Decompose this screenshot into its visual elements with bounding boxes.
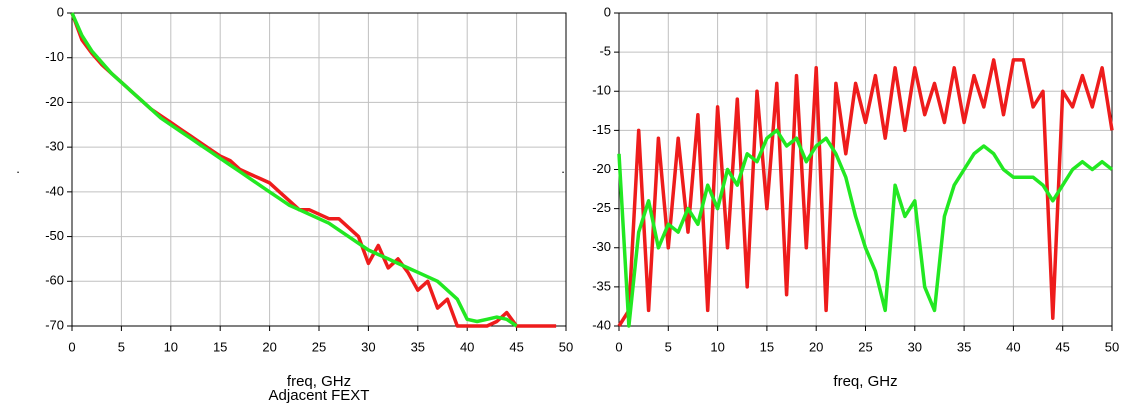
series-line bbox=[617, 128, 1114, 328]
x-tick-label: 35 bbox=[957, 339, 971, 354]
x-tick-label: 15 bbox=[213, 339, 227, 354]
y-tick-label: -20 bbox=[592, 161, 611, 176]
x-axis-label: freq, GHz bbox=[833, 373, 897, 390]
x-tick-label: 40 bbox=[460, 339, 474, 354]
y-tick-label: -30 bbox=[45, 139, 64, 154]
x-tick-label: 10 bbox=[710, 339, 724, 354]
x-tick-label: 10 bbox=[164, 339, 178, 354]
x-tick-label: 15 bbox=[760, 339, 774, 354]
x-axis-label: freq, GHz bbox=[287, 373, 351, 390]
y-tick-label: -10 bbox=[45, 49, 64, 64]
y-tick-label: -35 bbox=[592, 278, 611, 293]
x-tick-label: 40 bbox=[1006, 339, 1020, 354]
y-tick-label: -20 bbox=[45, 94, 64, 109]
x-tick-label: 35 bbox=[411, 339, 425, 354]
x-tick-label: 5 bbox=[118, 339, 125, 354]
chart-caption: Adjacent FEXT bbox=[269, 387, 370, 404]
y-axis-label: . bbox=[561, 161, 565, 176]
x-tick-label: 50 bbox=[559, 339, 573, 354]
y-axis-label: . bbox=[16, 161, 20, 176]
x-tick-label: 25 bbox=[312, 339, 326, 354]
y-tick-label: -30 bbox=[592, 239, 611, 254]
y-tick-label: -60 bbox=[45, 273, 64, 288]
x-tick-label: 25 bbox=[858, 339, 872, 354]
y-tick-label: -15 bbox=[592, 122, 611, 137]
x-tick-label: 30 bbox=[908, 339, 922, 354]
y-tick-label: 0 bbox=[57, 4, 64, 19]
y-tick-label: -40 bbox=[45, 183, 64, 198]
x-tick-label: 50 bbox=[1105, 339, 1119, 354]
x-tick-label: 30 bbox=[361, 339, 375, 354]
plot-frame bbox=[71, 12, 567, 327]
y-tick-label: -10 bbox=[592, 83, 611, 98]
y-tick-label: -5 bbox=[599, 44, 611, 59]
x-tick-label: 45 bbox=[509, 339, 523, 354]
series-line bbox=[70, 12, 518, 328]
x-tick-label: 45 bbox=[1055, 339, 1069, 354]
y-tick-label: -50 bbox=[45, 228, 64, 243]
x-tick-label: 20 bbox=[809, 339, 823, 354]
series-line bbox=[70, 12, 557, 328]
series-line bbox=[617, 58, 1114, 327]
x-tick-label: 0 bbox=[615, 339, 622, 354]
x-tick-label: 0 bbox=[68, 339, 75, 354]
x-tick-label: 5 bbox=[665, 339, 672, 354]
x-tick-label: 20 bbox=[262, 339, 276, 354]
y-tick-label: -25 bbox=[592, 200, 611, 215]
y-tick-label: -40 bbox=[592, 317, 611, 332]
y-tick-label: -70 bbox=[45, 317, 64, 332]
y-tick-label: 0 bbox=[604, 4, 611, 19]
